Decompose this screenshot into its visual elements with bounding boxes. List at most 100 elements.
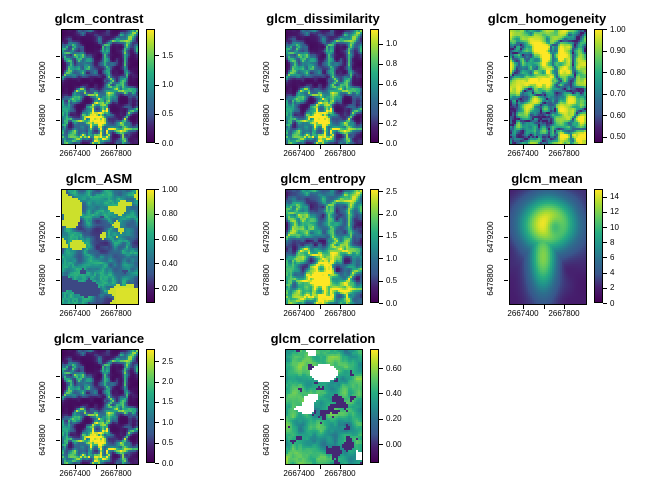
x-axis-tick bbox=[340, 464, 341, 469]
subplot-glcm_entropy: glcm_entropy 2667400 2667800 6479200 647880… bbox=[224, 160, 448, 320]
y-axis-tick bbox=[503, 77, 508, 78]
y-axis-tick bbox=[503, 280, 508, 281]
y-axis-tick-label: 6478800 bbox=[486, 264, 495, 296]
raster-plot-area bbox=[285, 349, 363, 465]
legend-colorbar bbox=[370, 189, 379, 303]
legend-tick bbox=[603, 196, 607, 198]
legend-tick bbox=[603, 72, 607, 74]
x-axis-tick-label: 2667800 bbox=[324, 469, 356, 478]
legend-tick bbox=[379, 444, 383, 445]
x-axis-tick-label: 2667800 bbox=[324, 309, 356, 318]
y-axis-tick-label: 6479200 bbox=[486, 221, 495, 253]
y-axis-tick-label: 6479200 bbox=[38, 221, 47, 253]
x-axis-tick bbox=[340, 144, 341, 149]
legend-tick bbox=[379, 123, 383, 125]
x-axis-tick-label: 2667800 bbox=[100, 309, 132, 318]
x-axis-tick-label: 2667400 bbox=[507, 309, 539, 318]
legend-tick bbox=[603, 242, 607, 244]
legend-tick bbox=[155, 263, 159, 265]
y-axis-tick bbox=[503, 55, 508, 57]
y-axis-tick bbox=[55, 418, 60, 420]
x-axis-tick bbox=[95, 464, 97, 469]
legend-tick-label: 0.5 bbox=[162, 109, 174, 119]
x-axis-tick bbox=[116, 144, 117, 149]
legend-colorbar bbox=[594, 189, 603, 303]
legend-tick-label: 0.6 bbox=[386, 79, 398, 89]
legend-tick bbox=[379, 418, 383, 420]
x-axis-tick-label: 2667400 bbox=[283, 149, 315, 158]
legend-tick bbox=[603, 257, 607, 259]
y-axis-tick-label: 6479200 bbox=[486, 61, 495, 93]
subplot-glcm_contrast: glcm_contrast 2667400 2667800 6479200 64788… bbox=[0, 0, 224, 160]
legend-tick-label: 1.5 bbox=[162, 50, 174, 60]
x-axis-tick bbox=[564, 304, 565, 309]
raster-plot-area bbox=[285, 29, 363, 145]
legend-tick bbox=[155, 213, 159, 215]
legend-tick-label: 2 bbox=[610, 283, 615, 293]
legend-colorbar bbox=[594, 29, 603, 143]
y-axis-tick-label: 6478800 bbox=[262, 424, 271, 456]
y-axis-tick bbox=[279, 280, 284, 281]
legend-tick-label: 1.0 bbox=[162, 417, 174, 427]
legend-tick-label: 10 bbox=[610, 222, 619, 232]
y-axis-tick-label: 6478800 bbox=[38, 104, 47, 136]
y-axis-tick bbox=[55, 280, 60, 281]
subplot-glcm_ASM: glcm_ASM 2667400 2667800 6479200 6478800 1.0… bbox=[0, 160, 224, 320]
x-axis-tick-label: 2667400 bbox=[507, 149, 539, 158]
legend-tick-label: 1.0 bbox=[386, 39, 398, 49]
legend-tick bbox=[379, 63, 383, 65]
legend-tick bbox=[379, 303, 383, 304]
raster-image bbox=[286, 350, 362, 464]
y-axis-tick bbox=[503, 258, 508, 260]
x-axis-tick-label: 2667400 bbox=[283, 469, 315, 478]
y-axis-tick-label: 6478800 bbox=[486, 104, 495, 136]
y-axis-tick bbox=[55, 397, 60, 398]
subplot-glcm_homogeneity: glcm_homogeneity 2667400 2667800 6479200 64… bbox=[448, 0, 672, 160]
legend-tick-label: 0.4 bbox=[386, 98, 398, 108]
raster-image bbox=[286, 190, 362, 304]
x-axis-tick bbox=[299, 304, 300, 309]
legend-tick-label: 1.00 bbox=[162, 184, 178, 194]
x-axis-tick bbox=[75, 144, 76, 149]
raster-plot-area bbox=[509, 189, 587, 305]
legend-tick-label: 0.5 bbox=[386, 276, 398, 286]
legend-tick-label: 4 bbox=[610, 268, 615, 278]
y-axis-tick-label: 6479200 bbox=[38, 381, 47, 413]
subplot-title: glcm_contrast bbox=[54, 11, 144, 26]
x-axis-tick bbox=[299, 464, 300, 469]
legend-tick-label: 0.40 bbox=[162, 258, 178, 268]
legend-tick bbox=[379, 393, 383, 395]
raster-image bbox=[62, 190, 138, 304]
legend-tick bbox=[379, 368, 383, 369]
legend-tick-label: 1.0 bbox=[162, 80, 174, 90]
legend-tick bbox=[155, 84, 159, 86]
y-axis-tick bbox=[55, 258, 60, 260]
y-axis-tick bbox=[279, 98, 284, 100]
y-axis-tick bbox=[55, 440, 60, 441]
x-axis-tick bbox=[523, 304, 524, 309]
legend-tick-label: 0 bbox=[610, 298, 615, 308]
x-axis-tick-label: 2667800 bbox=[100, 149, 132, 158]
legend-tick-label: 1.5 bbox=[386, 231, 398, 241]
x-axis-tick bbox=[319, 144, 321, 149]
legend-tick-label: 0.0 bbox=[386, 298, 398, 308]
raster-plot-area bbox=[61, 349, 139, 465]
legend-tick-label: 12 bbox=[610, 207, 619, 217]
x-axis-tick bbox=[75, 304, 76, 309]
legend-tick-label: 0.80 bbox=[610, 67, 626, 77]
legend-tick bbox=[155, 288, 159, 290]
legend-tick bbox=[379, 103, 383, 105]
x-axis-tick bbox=[564, 144, 565, 149]
legend-tick-label: 6 bbox=[610, 252, 615, 262]
raster-plot-area bbox=[61, 189, 139, 305]
y-axis-tick bbox=[279, 418, 284, 420]
y-axis-tick bbox=[55, 55, 60, 57]
legend-tick-label: 0.0 bbox=[386, 138, 398, 148]
legend-tick bbox=[379, 191, 383, 193]
legend-tick-label: 8 bbox=[610, 237, 615, 247]
subplot-title: glcm_homogeneity bbox=[487, 11, 607, 26]
legend-tick bbox=[603, 303, 607, 304]
legend-tick bbox=[379, 280, 383, 282]
x-axis-tick bbox=[319, 464, 321, 469]
